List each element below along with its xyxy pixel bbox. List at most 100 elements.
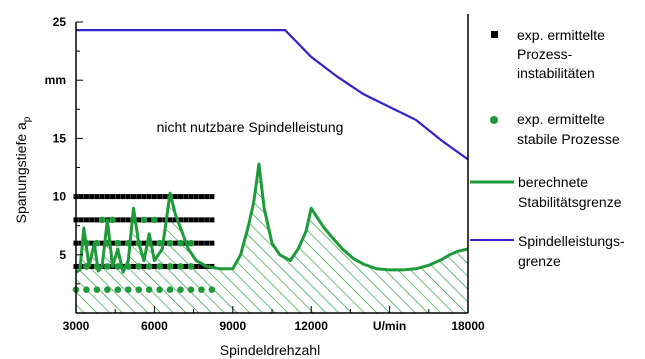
plot-area: 3000 6000 9000 12000 U/min 18000 25 mm 15 10 5 (45, 14, 485, 333)
x-tick-label: 3000 (63, 319, 90, 333)
unstable-process-marker (89, 263, 95, 269)
stable-process-marker (135, 263, 143, 270)
unstable-process-marker (183, 263, 189, 269)
unstable-process-marker (83, 194, 89, 200)
y-tick-label: 25 (53, 15, 67, 29)
unstable-process-marker (198, 217, 204, 223)
x-axis-title: Spindeldrehzahl (220, 342, 320, 358)
stable-process-marker (109, 216, 116, 224)
stable-process-marker (187, 263, 195, 270)
unstable-process-marker (151, 194, 157, 200)
stable-process-marker (177, 286, 184, 294)
x-tick-label: 6000 (141, 319, 168, 333)
unstable-process-marker (178, 217, 184, 223)
unstable-process-marker (198, 194, 204, 200)
unstable-process-marker (104, 194, 110, 200)
y-axis-title: Spanungstiefe ap (13, 116, 33, 223)
stable-process-marker (83, 286, 90, 294)
unstable-process-marker (172, 194, 178, 200)
y-axis-title-main: Spanungstiefe a (13, 122, 29, 223)
stable-process-marker (124, 286, 132, 294)
stable-process-marker (93, 286, 101, 294)
annotation-text: nicht nutzbare Spindelleistung (157, 119, 344, 135)
unstable-process-marker (193, 240, 199, 246)
unstable-process-marker (141, 240, 147, 246)
unstable-process-marker (188, 194, 194, 200)
x-tick-label: U/min (373, 319, 406, 333)
y-tick-label: 5 (59, 248, 66, 262)
unstable-process-marker (198, 263, 204, 269)
unstable-process-marker (204, 240, 210, 246)
unstable-process-marker (162, 240, 168, 246)
unstable-process-marker (151, 240, 157, 246)
stable-process-marker (198, 286, 205, 294)
unstable-process-marker (115, 194, 121, 200)
unstable-process-marker (120, 194, 126, 200)
stable-process-marker (166, 263, 174, 270)
unstable-process-marker (130, 240, 136, 246)
stable-process-marker (151, 216, 158, 224)
unstable-process-marker (188, 217, 194, 223)
unstable-process-marker (172, 240, 178, 246)
unstable-process-marker (99, 240, 105, 246)
unstable-process-marker (146, 217, 152, 223)
unstable-process-marker (172, 263, 178, 269)
stable-process-marker (135, 286, 143, 294)
x-tick-label: 12000 (295, 319, 329, 333)
unstable-process-marker (94, 217, 100, 223)
stable-process-marker (114, 286, 122, 294)
unstable-process-marker (99, 194, 105, 200)
legend-label-spindle-1: Spindelleistungs- (518, 233, 625, 249)
stable-process-marker (156, 239, 163, 247)
stable-process-marker (98, 216, 106, 224)
spindle-power-limit-line (76, 29, 469, 161)
y-tick-label: mm (45, 73, 66, 87)
stable-process-marker (166, 239, 174, 247)
unstable-process-marker (110, 240, 116, 246)
unstable-process-marker (209, 217, 215, 223)
unstable-process-marker (183, 217, 189, 223)
stable-process-marker (187, 239, 195, 247)
unstable-process-marker (89, 240, 95, 246)
y-tick-label: 15 (53, 131, 67, 145)
legend-marker-stable (490, 116, 498, 124)
y-axis-title-subscript: p (22, 116, 33, 122)
stable-process-marker (140, 216, 148, 224)
stability-limit-line (75, 162, 469, 274)
stable-process-marker (145, 263, 153, 270)
legend-label-instabilities-1: exp. ermittelte (517, 27, 605, 43)
unstable-process-marker (146, 194, 152, 200)
x-tick-label: 18000 (451, 319, 485, 333)
unstable-process-marker (115, 217, 121, 223)
stable-region-hatch (76, 164, 468, 313)
unstable-process-marker (167, 217, 173, 223)
unstable-process-marker (178, 194, 184, 200)
unstable-process-marker (209, 240, 215, 246)
stable-process-marker (177, 239, 184, 247)
unstable-process-marker (78, 217, 84, 223)
stable-process-marker (156, 263, 163, 270)
unstable-process-marker (162, 263, 168, 269)
unstable-process-marker (172, 217, 178, 223)
unstable-process-marker (204, 194, 210, 200)
unstable-process-marker (89, 194, 95, 200)
unstable-process-marker (193, 263, 199, 269)
unstable-process-marker (183, 194, 189, 200)
legend-marker-instabilities (491, 31, 498, 38)
unstable-process-marker (110, 194, 116, 200)
legend-label-instabilities-3: instabilitäten (517, 65, 595, 81)
stable-process-marker (104, 286, 111, 294)
unstable-process-marker (136, 194, 142, 200)
unstable-process-marker (89, 217, 95, 223)
stable-process-marker (114, 263, 122, 270)
stable-process-marker (177, 263, 184, 270)
unstable-process-marker (204, 217, 210, 223)
unstable-process-marker (83, 217, 89, 223)
unstable-process-marker (125, 217, 131, 223)
unstable-process-marker (157, 194, 163, 200)
stable-process-marker (145, 286, 153, 294)
legend-label-stable-2: stabile Prozesse (517, 131, 620, 147)
legend-label-spindle-2: grenze (518, 253, 561, 269)
legend: exp. ermittelte Prozess- instabilitäten … (470, 27, 625, 269)
